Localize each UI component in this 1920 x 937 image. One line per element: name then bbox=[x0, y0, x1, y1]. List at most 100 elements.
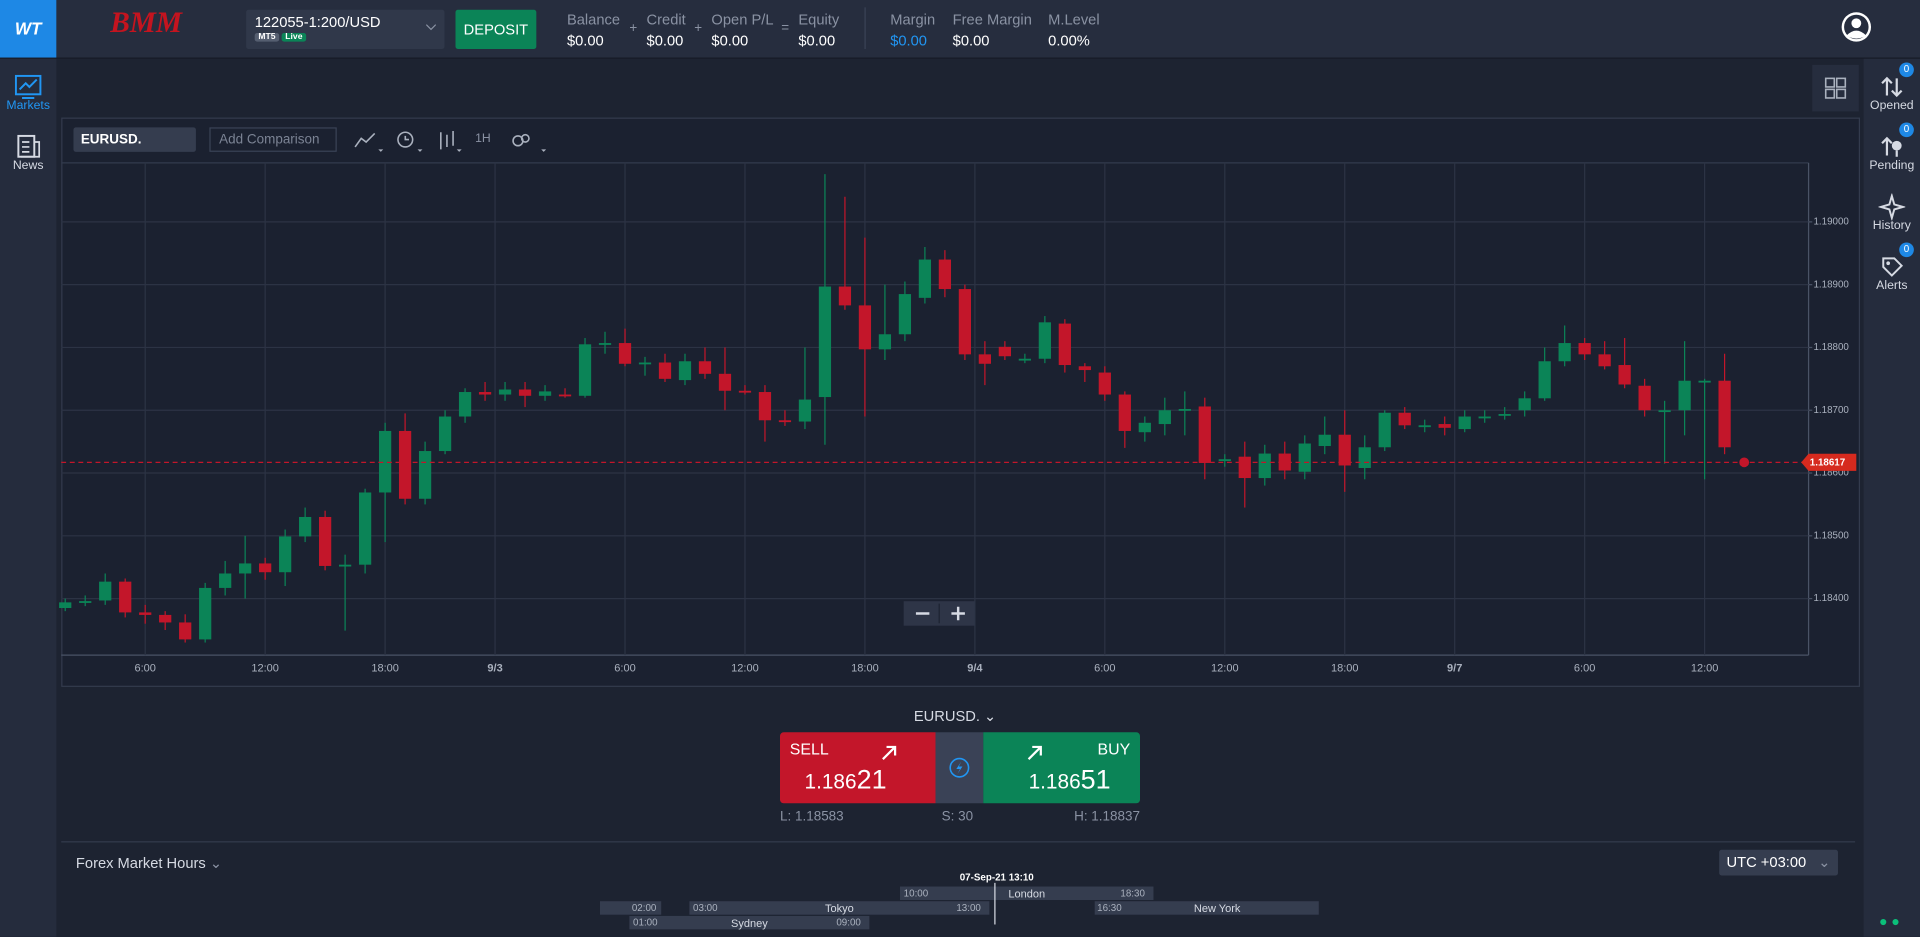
candle-body bbox=[1138, 422, 1151, 433]
timezone-text: UTC +03:00 bbox=[1726, 853, 1807, 871]
layout-icon bbox=[1824, 77, 1847, 99]
candle-body bbox=[1478, 416, 1491, 419]
candle-body bbox=[338, 564, 352, 567]
nav-label[interactable]: Alerts bbox=[1876, 279, 1908, 293]
candle-body bbox=[1238, 456, 1251, 479]
candle-body bbox=[1518, 398, 1531, 411]
stat-value: $0.00 bbox=[890, 31, 927, 49]
zoom-controls bbox=[903, 601, 975, 626]
candle-body bbox=[1698, 380, 1711, 383]
stat-operator: + bbox=[629, 20, 638, 36]
candle-body bbox=[1078, 366, 1091, 371]
logo[interactable]: WT bbox=[0, 0, 57, 58]
status-badge: Live bbox=[281, 33, 307, 42]
y-tick-label: 1.19000 bbox=[1813, 216, 1849, 227]
candle-body bbox=[1658, 410, 1671, 413]
candle-body bbox=[1418, 425, 1431, 428]
candle-body bbox=[578, 344, 592, 396]
interval-selector[interactable]: 1H bbox=[475, 132, 491, 146]
nav-icon[interactable] bbox=[1878, 73, 1905, 100]
sell-button[interactable]: SELL 1.18621 bbox=[780, 732, 936, 804]
symbol-selector[interactable]: EURUSD. bbox=[73, 127, 196, 152]
current-price-label: 1.18617 bbox=[1810, 458, 1846, 469]
market-hours-title[interactable]: Forex Market Hours ⌄ bbox=[75, 854, 223, 872]
candle-body bbox=[1538, 361, 1551, 399]
candle-body bbox=[418, 451, 432, 499]
candle-body bbox=[838, 286, 852, 306]
markets-icon[interactable] bbox=[14, 73, 42, 100]
timezone-selector[interactable]: UTC +03:00 ⌄ bbox=[1719, 849, 1838, 876]
candle-body bbox=[458, 392, 472, 417]
y-tick-label: 1.18900 bbox=[1813, 279, 1849, 290]
session-open: 01:00 bbox=[633, 917, 658, 929]
comparison-input[interactable]: Add Comparison bbox=[209, 127, 337, 152]
nav-label[interactable]: Opened bbox=[1870, 99, 1914, 113]
candle-body bbox=[299, 516, 312, 537]
x-tick-label: 18:00 bbox=[1331, 662, 1359, 674]
candle-body bbox=[1058, 323, 1071, 366]
stat-operator: = bbox=[781, 20, 790, 36]
user-icon[interactable] bbox=[1840, 11, 1872, 43]
nav-label[interactable]: Pending bbox=[1869, 159, 1915, 173]
nav-badge: 0 bbox=[1899, 242, 1914, 258]
candle-body bbox=[1578, 343, 1591, 355]
nav-badge: 0 bbox=[1899, 122, 1914, 138]
candle-body bbox=[1158, 410, 1171, 425]
buy-label: BUY bbox=[1097, 739, 1131, 758]
candle-body bbox=[1458, 416, 1471, 430]
session-name: Sydney bbox=[731, 916, 768, 929]
x-tick-label: 6:00 bbox=[1574, 662, 1595, 674]
candle-body bbox=[398, 430, 412, 499]
x-tick-label: 6:00 bbox=[614, 662, 635, 674]
sell-arrow bbox=[882, 745, 897, 760]
candle-body bbox=[79, 601, 92, 603]
session-name: New York bbox=[1193, 901, 1241, 915]
candle-body bbox=[438, 416, 452, 452]
buy-button[interactable]: BUY 1.18651 bbox=[983, 732, 1140, 804]
now-line bbox=[994, 882, 996, 925]
nav-icon[interactable] bbox=[1877, 192, 1907, 222]
session-open: 16:30 bbox=[1097, 902, 1122, 914]
candle-body bbox=[219, 573, 232, 588]
nav-icon[interactable] bbox=[1878, 133, 1905, 160]
chart-container bbox=[61, 117, 1861, 687]
zoom-icons[interactable] bbox=[904, 601, 975, 625]
x-tick-label: 6:00 bbox=[134, 662, 155, 674]
candle-body bbox=[858, 305, 872, 350]
buy-price: 1.18651 bbox=[1029, 764, 1111, 796]
candle-body bbox=[598, 343, 612, 345]
nav-label[interactable]: News bbox=[12, 159, 44, 173]
candle-body bbox=[119, 581, 132, 613]
toolbar-icons bbox=[354, 131, 547, 152]
session-bar bbox=[1094, 901, 1319, 915]
trade-symbol[interactable]: EURUSD. ⌄ bbox=[913, 707, 997, 725]
session-open: 10:00 bbox=[903, 887, 929, 899]
status-dots bbox=[1880, 918, 1899, 926]
x-tick-label: 9/3 bbox=[487, 662, 502, 674]
stat-label: Credit bbox=[646, 11, 686, 29]
account-selector[interactable]: 122055-1:200/USD MT5 Live bbox=[246, 9, 445, 49]
candle-body bbox=[1718, 380, 1731, 448]
divider bbox=[61, 841, 1856, 843]
stat-value: $0.00 bbox=[798, 31, 836, 49]
layout-button[interactable] bbox=[1812, 64, 1859, 112]
one-click-toggle[interactable] bbox=[935, 732, 984, 804]
nav-icon-shape bbox=[1877, 192, 1907, 222]
spread: S: 30 bbox=[941, 809, 974, 825]
nav-label[interactable]: History bbox=[1872, 219, 1911, 233]
news-icon[interactable] bbox=[15, 133, 42, 160]
candle-body bbox=[738, 390, 752, 393]
candle-body bbox=[1218, 459, 1231, 462]
nav-label[interactable]: Markets bbox=[6, 99, 50, 113]
stat-label: Equity bbox=[798, 11, 840, 29]
nav-icon[interactable] bbox=[1878, 253, 1905, 280]
candle-body bbox=[1098, 372, 1111, 395]
stat-value: $0.00 bbox=[566, 31, 604, 49]
stat-label: Open P/L bbox=[711, 11, 774, 29]
account-number: 122055-1:200/USD bbox=[254, 13, 381, 31]
stat-value: $0.00 bbox=[952, 31, 990, 49]
candle-body bbox=[1598, 354, 1611, 367]
day-low: L: 1.18583 bbox=[780, 809, 844, 825]
deposit-button[interactable]: DEPOSIT bbox=[455, 9, 537, 49]
session-close: 13:00 bbox=[956, 902, 981, 914]
